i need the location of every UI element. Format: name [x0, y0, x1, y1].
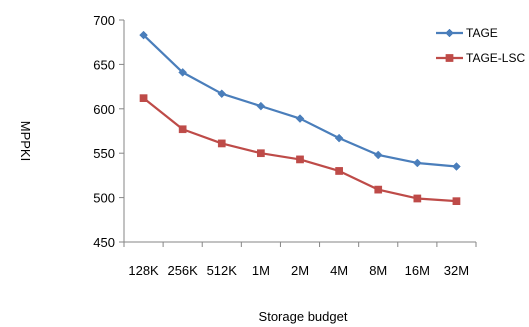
- data-point-tage: [256, 101, 266, 111]
- legend-label-tage: TAGE: [466, 26, 498, 40]
- x-tick-label: 4M: [330, 263, 348, 278]
- data-point-tage-lsc: [413, 194, 422, 203]
- data-point-tage: [452, 162, 461, 171]
- legend-marker-tage: [445, 28, 454, 38]
- y-axis-ticks: 450 500 550 600 650 700: [93, 13, 124, 250]
- legend-label-tage-lsc: TAGE-LSC: [466, 51, 525, 65]
- legend-marker-tage-lsc: [445, 54, 454, 62]
- series-tage: [139, 30, 461, 171]
- data-point-tage-lsc: [178, 125, 187, 134]
- x-tick-label: 1M: [252, 263, 270, 278]
- axes: [123, 20, 476, 243]
- data-point-tage-lsc: [257, 149, 265, 158]
- series-line-tage-lsc: [142, 97, 457, 203]
- x-tick-label: 8M: [369, 263, 387, 278]
- y-tick-label: 650: [93, 57, 115, 72]
- data-point-tage-lsc: [139, 94, 148, 102]
- data-point-tage-lsc: [374, 185, 383, 194]
- data-point-tage-lsc: [217, 139, 226, 148]
- series-group: [139, 30, 461, 206]
- y-axis-title: MPPKI: [18, 121, 33, 161]
- y-tick-label: 600: [93, 102, 115, 117]
- y-tick-label: 500: [93, 191, 115, 206]
- x-tick-label: 16M: [405, 263, 430, 278]
- x-tick-label: 128K: [128, 263, 159, 278]
- data-point-tage-lsc: [296, 155, 304, 164]
- x-tick-label: 256K: [167, 263, 198, 278]
- data-point-tage-lsc: [335, 167, 343, 175]
- x-axis-title: Storage budget: [259, 309, 348, 324]
- data-point-tage: [178, 68, 188, 77]
- data-point-tage: [217, 89, 227, 99]
- data-point-tage: [373, 150, 383, 160]
- legend-item-tage: TAGE: [436, 26, 498, 40]
- legend-item-tage-lsc: TAGE-LSC: [436, 51, 525, 65]
- y-tick-label: 700: [93, 13, 115, 28]
- x-tick-label: 2M: [291, 263, 309, 278]
- data-point-tage: [139, 30, 148, 40]
- x-tick-label: 512K: [207, 263, 238, 278]
- y-tick-label: 550: [93, 146, 115, 161]
- data-point-tage: [334, 133, 344, 143]
- data-point-tage-lsc: [452, 197, 461, 206]
- series-tage-lsc: [139, 94, 461, 206]
- y-tick-label: 450: [93, 235, 115, 250]
- x-tick-label: 32M: [444, 263, 469, 278]
- legend: TAGE TAGE-LSC: [436, 26, 525, 65]
- series-line-tage: [142, 34, 457, 168]
- data-point-tage: [412, 158, 422, 168]
- data-point-tage: [295, 114, 305, 123]
- x-axis-ticks: 128K 256K 512K 1M 2M 4M 8M 16M 32M: [123, 242, 477, 278]
